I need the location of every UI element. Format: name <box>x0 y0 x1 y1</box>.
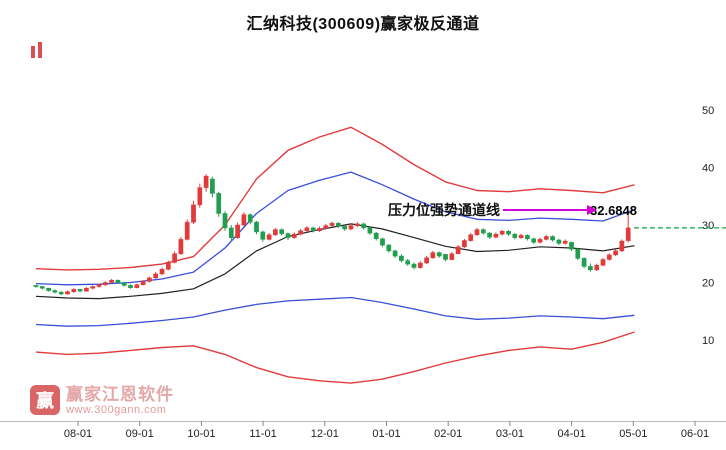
pressure-arrow-icon <box>503 205 597 215</box>
watermark: 赢 赢家江恩软件 www.300gann.com <box>30 385 174 417</box>
svg-text:05-01: 05-01 <box>619 428 647 440</box>
svg-text:40: 40 <box>702 163 714 175</box>
mini-candles-icon <box>31 42 47 60</box>
pressure-annotation: 压力位强势通道线 32.6848 <box>388 201 637 219</box>
candles-layer <box>33 174 631 296</box>
page-title: 汇纳科技(300609)赢家极反通道 <box>246 16 480 33</box>
channel-bands-layer <box>35 126 635 384</box>
mini-candle-bar <box>31 46 35 58</box>
y-axis-labels: 50 40 30 20 10 <box>702 105 714 347</box>
svg-text:30: 30 <box>702 220 714 232</box>
mini-candle-bar <box>38 42 42 58</box>
svg-text:08-01: 08-01 <box>64 428 92 440</box>
brand-logo-icon: 赢 <box>30 385 60 415</box>
svg-text:06-01: 06-01 <box>681 428 709 440</box>
svg-text:09-01: 09-01 <box>126 428 154 440</box>
brand-url: www.300gann.com <box>66 404 167 416</box>
svg-text:10: 10 <box>702 335 714 347</box>
svg-text:10-01: 10-01 <box>187 428 215 440</box>
pressure-label: 压力位强势通道线 <box>388 202 500 218</box>
svg-text:11-01: 11-01 <box>249 428 276 440</box>
brand-name: 赢家江恩软件 <box>66 385 174 404</box>
x-axis-labels: 08-01 09-01 10-01 11-01 12-01 01-01 02-01 03-01… <box>64 421 709 440</box>
svg-text:20: 20 <box>702 278 714 290</box>
svg-text:50: 50 <box>702 105 714 117</box>
svg-text:01-01: 01-01 <box>372 428 400 440</box>
pressure-value: 32.6848 <box>590 202 637 218</box>
svg-text:04-01: 04-01 <box>558 428 586 440</box>
svg-text:12-01: 12-01 <box>311 428 339 440</box>
svg-text:03-01: 03-01 <box>496 428 524 440</box>
svg-text:02-01: 02-01 <box>434 428 462 440</box>
